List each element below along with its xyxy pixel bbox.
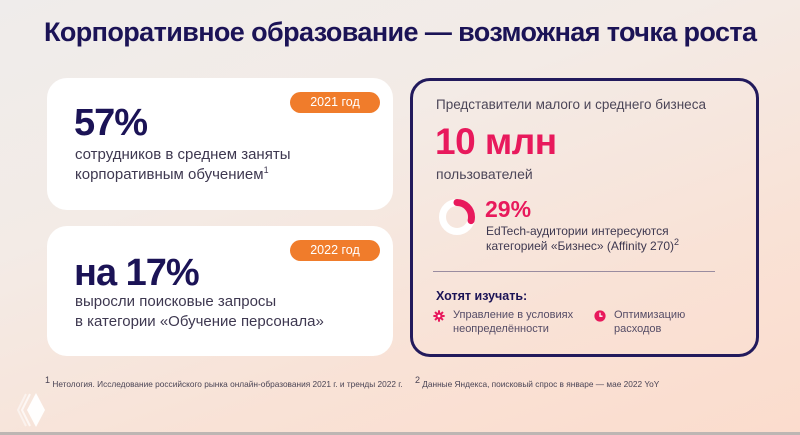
footnote-number: 2 [414, 375, 420, 386]
panel-subtitle: Представители малого и среднего бизнеса [436, 97, 706, 112]
stat-description-line: корпоративным обучением1 [75, 165, 290, 185]
stat-description-line: сотрудников в среднем заняты [75, 146, 291, 163]
footnote-text: Данные Яндекса, поисковый спрос в январе… [422, 379, 660, 389]
share-description-line: категорией «Бизнес» (Affinity 270)2 [486, 237, 680, 254]
want-item-text: Оптимизацию расходов [614, 308, 685, 336]
share-description-text: категорией «Бизнес» (Affinity 270) [486, 239, 675, 253]
want-item-line: Управление в условиях [453, 309, 574, 321]
divider [433, 271, 715, 272]
stat-description-line: выросли поисковые запросы [75, 293, 277, 310]
want-item-line: расходов [614, 323, 662, 335]
want-item-line: Оптимизацию [614, 309, 686, 321]
footnote-ref: 1 [263, 165, 269, 175]
want-item: Управление в условиях неопределённости [433, 308, 573, 336]
users-count: 10 млн [435, 121, 557, 162]
gear-icon [433, 310, 445, 322]
want-to-learn-heading: Хотят изучать: [436, 289, 528, 303]
footnote: 1 Нетология. Исследование российского ры… [45, 376, 403, 389]
want-item: Оптимизацию расходов [594, 308, 685, 336]
bottom-border [0, 432, 800, 435]
users-label: пользователей [436, 166, 533, 182]
year-badge: 2022 год [290, 240, 380, 261]
year-badge: 2021 год [290, 92, 380, 113]
share-description-line: EdTech-аудитории интересуются [486, 224, 669, 238]
stat-description: выросли поисковые запросы в категории «О… [75, 292, 324, 332]
slide-title: Корпоративное образование — возможная то… [44, 17, 757, 47]
stat-description-text: корпоративным обучением [75, 166, 264, 183]
want-item-line: неопределённости [453, 323, 549, 335]
smb-audience-panel: Представители малого и среднего бизнеса … [410, 78, 759, 357]
footnotes: 1 Нетология. Исследование российского ры… [45, 376, 660, 389]
stat-value: на 17% [74, 252, 200, 294]
share-percent: 29% [485, 196, 532, 222]
stat-value: 57% [74, 102, 148, 144]
stat-card-2022: 2022 год на 17% выросли поисковые запрос… [47, 226, 393, 356]
stat-card-2021: 2021 год 57% сотрудников в среднем занят… [47, 78, 393, 210]
footnote-ref: 2 [674, 237, 680, 247]
clock-icon [594, 310, 606, 322]
diamond-logo-icon [16, 393, 45, 427]
share-description: EdTech-аудитории интересуются категорией… [486, 224, 679, 254]
footnote-text: Нетология. Исследование российского рынк… [52, 379, 403, 389]
want-item-text: Управление в условиях неопределённости [453, 308, 573, 336]
footnote-number: 1 [45, 375, 51, 386]
donut-chart-icon [439, 199, 475, 235]
stat-description-line: в категории «Обучение персонала» [75, 313, 324, 330]
footnote: 2 Данные Яндекса, поисковый спрос в янва… [415, 376, 660, 389]
stat-description: сотрудников в среднем заняты корпоративн… [75, 145, 290, 185]
